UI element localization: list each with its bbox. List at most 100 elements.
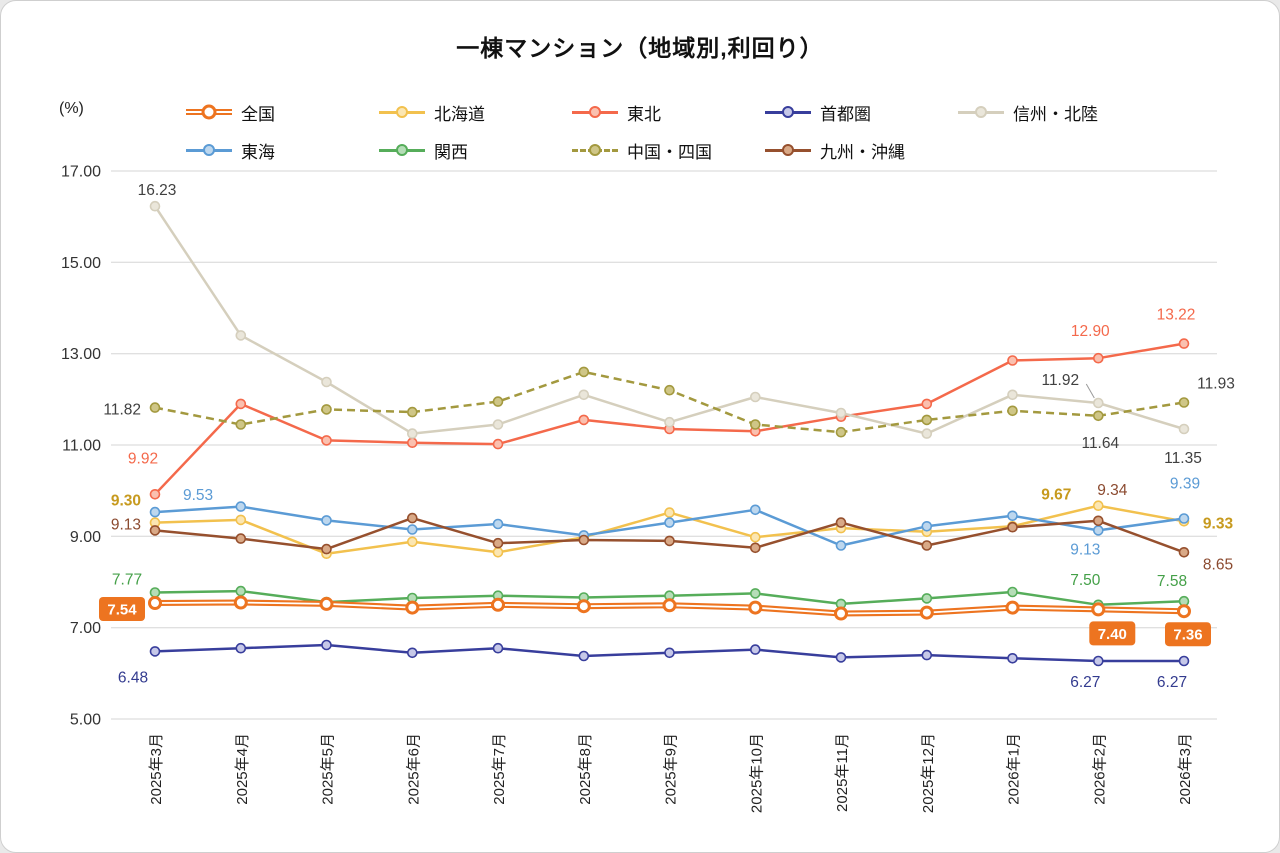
- data-label: 9.13: [1070, 541, 1100, 558]
- marker: [321, 596, 332, 608]
- y-tick-label: 17.00: [61, 164, 101, 181]
- marker: [1093, 599, 1104, 611]
- data-label: 7.50: [1070, 572, 1101, 589]
- marker: [578, 592, 590, 603]
- marker: [235, 398, 247, 410]
- marker: [664, 416, 675, 428]
- label-text: 9.33: [1203, 515, 1234, 532]
- legend-label: 信州・北陸: [1013, 104, 1098, 124]
- legend-item-shinshu-hokuriku: 信州・北陸: [958, 100, 1151, 125]
- y-tick-label: 15.00: [61, 255, 101, 272]
- legend-marker-tohoku: [572, 103, 618, 121]
- x-axis-labels: 2025年3月 2025年4月 2025年5月 2025年6月 2025年7月 2025年…: [148, 733, 1194, 813]
- marker: [921, 414, 933, 426]
- marker: [1178, 515, 1190, 527]
- marker: [921, 428, 933, 439]
- data-label: 9.53: [183, 487, 213, 504]
- marker: [749, 588, 761, 599]
- marker: [1007, 510, 1018, 522]
- marker: [664, 590, 675, 602]
- marker: [405, 600, 420, 615]
- x-tick-label: 2025年11月: [834, 733, 851, 812]
- marker: [149, 525, 161, 536]
- data-label: 6.27: [1070, 674, 1100, 691]
- label-text: 7.36: [1173, 627, 1202, 644]
- series-中国・四国: [149, 366, 1190, 438]
- marker: [235, 501, 247, 512]
- label-text: 11.35: [1164, 450, 1202, 467]
- marker: [492, 546, 504, 558]
- marker: [1178, 595, 1190, 607]
- marker: [149, 200, 161, 212]
- marker: [835, 540, 847, 551]
- marker: [406, 647, 418, 659]
- label-text: 7.54: [107, 602, 137, 619]
- marker: [406, 437, 418, 449]
- marker: [835, 652, 847, 663]
- marker: [149, 488, 161, 500]
- marker: [662, 598, 677, 613]
- marker: [578, 366, 590, 378]
- marker: [578, 650, 590, 662]
- marker: [578, 530, 590, 541]
- data-label: 11.82: [103, 402, 141, 419]
- label-text: 9.92: [128, 450, 158, 467]
- series-line: [154, 504, 1185, 555]
- marker: [664, 535, 675, 547]
- marker: [319, 596, 334, 611]
- label-text: 11.82: [103, 402, 141, 419]
- label-leader-line: [1085, 383, 1095, 399]
- label-box: [1089, 621, 1136, 646]
- legend-marker-chugoku-shikoku: [572, 141, 618, 159]
- legend-label: 首都圏: [820, 104, 871, 124]
- legend-label: 関西: [434, 142, 468, 162]
- data-label: 11.93: [1197, 376, 1235, 393]
- data-label: 9.67: [1041, 487, 1071, 504]
- marker: [321, 435, 332, 446]
- data-label: 16.23: [138, 182, 177, 199]
- series-北海道: [149, 500, 1190, 560]
- y-tick-label: 7.00: [70, 620, 101, 637]
- label-text: 9.13: [1070, 541, 1100, 558]
- marker: [664, 517, 675, 528]
- marker: [1178, 546, 1190, 558]
- data-label: 8.65: [1203, 556, 1233, 573]
- data-label: 7.54: [99, 597, 145, 621]
- legend-item-zenkoku: 全国: [186, 100, 379, 125]
- legend-item-tohoku: 東北: [572, 100, 765, 125]
- gridlines: 17.00 15.00 13.00 11.00 9.00 7.00 5.00: [61, 164, 1217, 729]
- marker: [1093, 410, 1104, 422]
- legend-item-kyushu-okinawa: 九州・沖縄: [765, 138, 958, 163]
- series-line: [154, 505, 1185, 547]
- marker: [492, 590, 504, 602]
- marker: [1178, 655, 1190, 667]
- legend-item-shutoken: 首都圏: [765, 100, 958, 125]
- label-box: [99, 597, 145, 621]
- data-label: 9.92: [128, 450, 158, 467]
- x-tick-label: 2026年3月: [1177, 733, 1194, 805]
- marker: [492, 537, 504, 549]
- series-全国: [148, 595, 1191, 621]
- marker: [1093, 352, 1104, 364]
- marker: [406, 406, 418, 418]
- x-tick-label: 2025年9月: [663, 733, 680, 805]
- x-tick-label: 2025年5月: [320, 733, 337, 805]
- marker: [1093, 515, 1104, 527]
- label-text: 7.50: [1070, 572, 1101, 589]
- data-label: 7.36: [1165, 622, 1211, 647]
- marker: [1093, 655, 1104, 667]
- label-text: 9.39: [1170, 476, 1200, 493]
- label-text: 13.22: [1157, 307, 1196, 324]
- marker: [1007, 389, 1018, 401]
- marker: [835, 522, 847, 534]
- legend-label: 全国: [241, 104, 275, 124]
- legend-label: 東海: [241, 142, 275, 162]
- data-label: 11.35: [1164, 450, 1202, 467]
- marker: [921, 526, 933, 538]
- legend-marker-hokkaido: [379, 103, 425, 121]
- series-line: [154, 516, 1185, 554]
- marker: [492, 438, 504, 450]
- legend-label: 北海道: [434, 104, 485, 124]
- legend-label: 東北: [627, 104, 661, 124]
- legend-item-tokai: 東海: [186, 138, 379, 163]
